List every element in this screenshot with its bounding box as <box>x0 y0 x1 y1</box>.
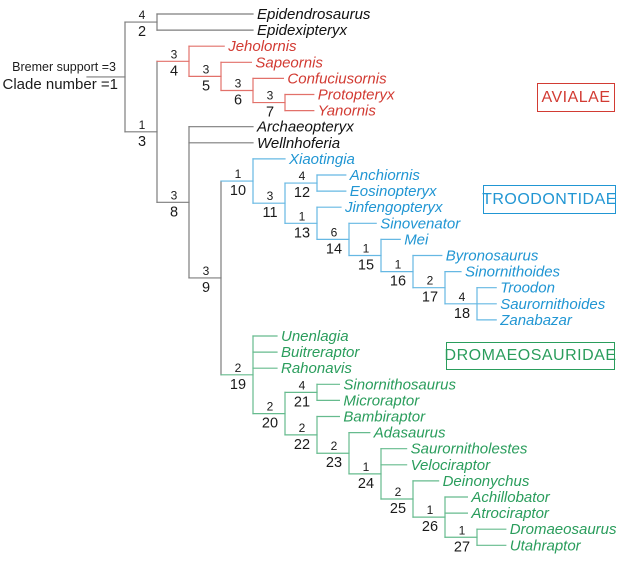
clade-number-16: 16 <box>390 274 406 290</box>
bremer-support-clade-25: 2 <box>395 485 402 499</box>
clade-number-2: 2 <box>138 24 146 40</box>
clade-number-18: 18 <box>454 306 470 322</box>
clade-number-5: 5 <box>202 78 210 94</box>
clade-box-avialae-label: AVIALAE <box>541 88 611 106</box>
bremer-support-legend: Bremer support =3 <box>12 60 116 74</box>
taxon-confuciusornis: Confuciusornis <box>287 70 387 87</box>
bremer-support-clade-17: 2 <box>427 274 434 288</box>
clade-number-19: 19 <box>230 377 246 393</box>
clade-number-23: 23 <box>326 455 342 471</box>
taxon-sinornithoides: Sinornithoides <box>465 264 561 281</box>
clade-number-6: 6 <box>234 92 242 108</box>
clade-box-troodontidae: TROODONTIDAE <box>482 185 617 214</box>
clade-number-4: 4 <box>170 63 178 79</box>
clade-number-8: 8 <box>170 204 178 220</box>
bremer-support-clade-5: 3 <box>203 62 210 76</box>
clade-number-26: 26 <box>422 519 438 535</box>
taxon-achillobator: Achillobator <box>470 489 550 506</box>
taxon-bambiraptor: Bambiraptor <box>343 409 426 426</box>
taxon-xiaotingia: Xiaotingia <box>288 151 355 168</box>
taxon-microraptor: Microraptor <box>343 392 420 409</box>
taxon-rahonavis: Rahonavis <box>281 360 352 377</box>
taxon-adasaurus: Adasaurus <box>373 425 446 442</box>
bremer-support-clade-24: 1 <box>363 460 370 474</box>
clade-number-12: 12 <box>294 185 310 201</box>
clade-number-14: 14 <box>326 241 342 257</box>
clade-box-avialae: AVIALAE <box>537 83 615 112</box>
bremer-support-clade-16: 1 <box>395 258 402 272</box>
taxon-jinfengopteryx: Jinfengopteryx <box>344 199 443 216</box>
bremer-support-clade-20: 2 <box>267 400 274 414</box>
bremer-support-clade-13: 1 <box>299 209 306 223</box>
clade-number-21: 21 <box>294 394 310 410</box>
taxon-jeholornis: Jeholornis <box>227 38 297 55</box>
clade-number-9: 9 <box>202 280 210 296</box>
clade-box-dromaeosauridae-label: DROMAEOSAURIDAE <box>444 347 617 364</box>
taxon-troodon: Troodon <box>500 280 555 297</box>
taxon-protopteryx: Protopteryx <box>318 87 395 104</box>
clade-number-24: 24 <box>358 476 374 492</box>
bremer-support-clade-9: 3 <box>203 264 210 278</box>
taxon-sinovenator: Sinovenator <box>380 215 461 232</box>
bremer-support-clade-26: 1 <box>427 503 434 517</box>
taxon-eosinopteryx: Eosinopteryx <box>350 183 437 200</box>
taxon-mei: Mei <box>404 231 429 248</box>
bremer-support-clade-11: 3 <box>267 189 274 203</box>
bremer-support-clade-18: 4 <box>459 290 466 304</box>
bremer-support-clade-27: 1 <box>459 523 466 537</box>
bremer-support-clade-14: 6 <box>331 225 338 239</box>
taxon-unenlagia: Unenlagia <box>281 328 349 345</box>
bremer-support-clade-4: 3 <box>171 47 178 61</box>
taxon-archaeopteryx: Archaeopteryx <box>256 119 354 136</box>
taxon-dromaeosaurus: Dromaeosaurus <box>510 521 617 538</box>
bremer-support-clade-8: 3 <box>171 188 178 202</box>
bremer-support-clade-2: 4 <box>139 8 146 22</box>
taxon-anchiornis: Anchiornis <box>349 167 421 184</box>
taxon-sapeornis: Sapeornis <box>255 54 323 71</box>
taxon-utahraptor: Utahraptor <box>510 537 582 554</box>
taxon-velociraptor: Velociraptor <box>411 457 491 474</box>
taxon-epidexipteryx: Epidexipteryx <box>257 22 348 39</box>
clade-number-22: 22 <box>294 437 310 453</box>
clade-number-20: 20 <box>262 416 278 432</box>
taxon-byronosaurus: Byronosaurus <box>446 248 539 265</box>
taxon-deinonychus: Deinonychus <box>443 473 530 490</box>
bremer-support-clade-19: 2 <box>235 361 242 375</box>
clade-box-troodontidae-label: TROODONTIDAE <box>482 190 617 208</box>
bremer-support-clade-7: 3 <box>267 89 274 103</box>
bremer-support-clade-3: 1 <box>139 118 146 132</box>
taxon-saurornitholestes: Saurornitholestes <box>411 441 528 458</box>
taxon-epidendrosaurus: Epidendrosaurus <box>257 6 371 23</box>
bremer-support-clade-10: 1 <box>235 167 242 181</box>
taxon-sinornithosaurus: Sinornithosaurus <box>343 376 456 393</box>
clade-number-11: 11 <box>262 205 277 221</box>
taxon-zanabazar: Zanabazar <box>499 312 573 329</box>
clade-number-legend: Clade number =1 <box>2 76 119 93</box>
clade-number-13: 13 <box>294 225 310 241</box>
taxon-wellnhoferia: Wellnhoferia <box>257 135 340 152</box>
clade-number-7: 7 <box>266 105 274 121</box>
bremer-support-clade-23: 2 <box>331 439 338 453</box>
clade-number-10: 10 <box>230 183 246 199</box>
bremer-support-clade-15: 1 <box>363 242 370 256</box>
taxon-buitreraptor: Buitreraptor <box>281 344 360 361</box>
clade-number-25: 25 <box>390 501 406 517</box>
clade-number-3: 3 <box>138 134 146 150</box>
bremer-support-clade-6: 3 <box>235 76 242 90</box>
taxon-saurornithoides: Saurornithoides <box>500 296 606 313</box>
clade-box-dromaeosauridae: DROMAEOSAURIDAE <box>444 342 617 370</box>
bremer-support-clade-12: 4 <box>299 169 306 183</box>
taxon-yanornis: Yanornis <box>318 103 377 120</box>
clade-number-17: 17 <box>422 290 438 306</box>
clade-number-27: 27 <box>454 539 470 555</box>
taxon-atrociraptor: Atrociraptor <box>470 505 550 522</box>
bremer-support-clade-21: 4 <box>299 378 306 392</box>
clade-number-15: 15 <box>358 258 374 274</box>
bremer-support-clade-22: 2 <box>299 421 306 435</box>
